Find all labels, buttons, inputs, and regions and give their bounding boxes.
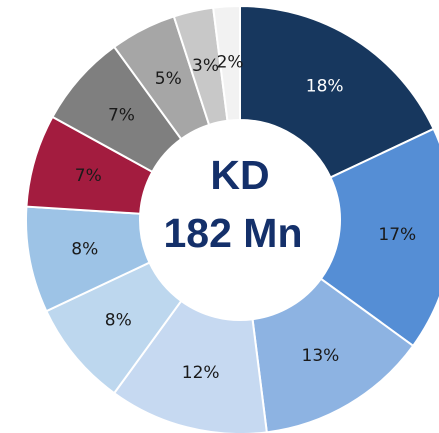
data-label: 8%: [105, 311, 132, 331]
center-label: 182 Mn: [164, 210, 303, 256]
data-label: 5%: [155, 69, 182, 89]
donut-segment: [251, 277, 415, 433]
data-label: 8%: [71, 240, 98, 260]
data-label: 18%: [306, 77, 344, 97]
data-label: 17%: [378, 225, 416, 245]
donut-segment: [319, 127, 439, 348]
center-label: KD: [210, 152, 269, 198]
donut-segment: [239, 4, 435, 179]
data-label: 2%: [217, 52, 244, 72]
data-label: 13%: [302, 346, 340, 366]
data-label: 7%: [108, 106, 135, 126]
donut-segment: [212, 4, 241, 122]
data-label: 12%: [182, 363, 220, 383]
data-label: 7%: [75, 166, 102, 186]
data-label: 3%: [192, 56, 219, 76]
